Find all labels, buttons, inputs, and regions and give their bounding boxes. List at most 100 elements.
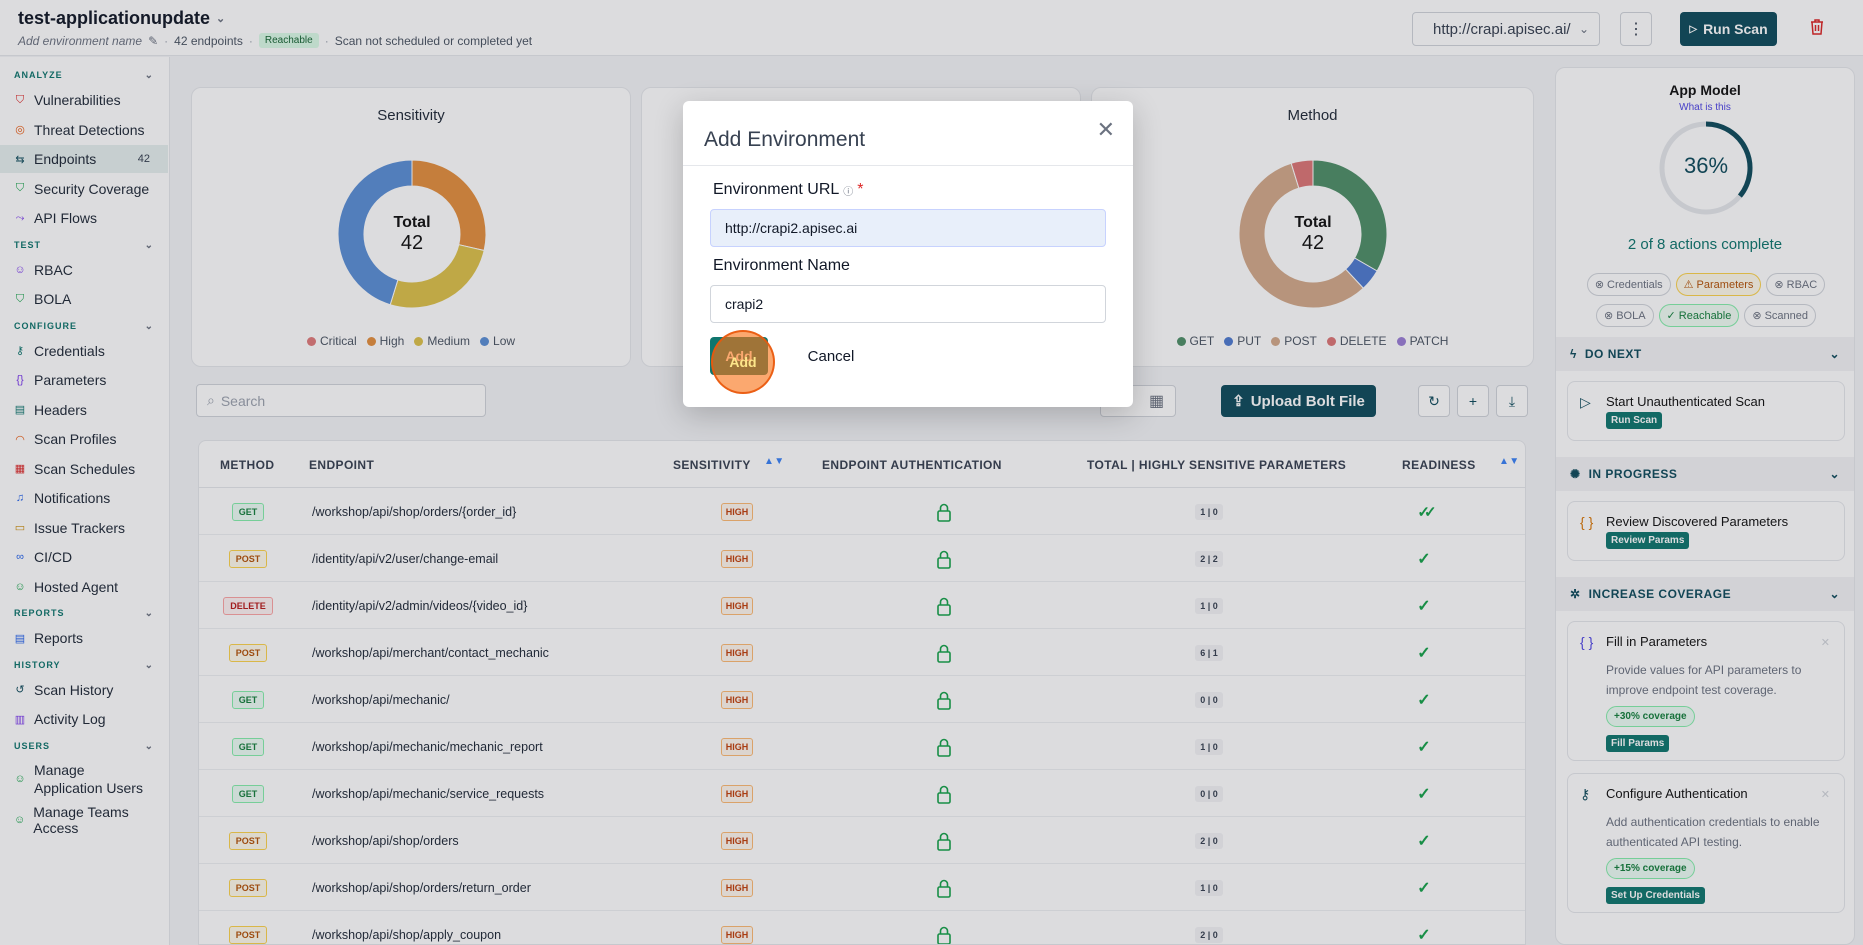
table-row[interactable]: POST/workshop/api/merchant/contact_mecha… — [199, 629, 1525, 676]
legend-item-critical[interactable]: Critical — [306, 334, 357, 348]
chip-credentials[interactable]: ⊗ Credentials — [1586, 273, 1671, 296]
col-readiness[interactable]: READINESS — [1402, 458, 1476, 472]
run-scan-button[interactable]: ▷ Run Scan — [1680, 12, 1777, 46]
legend-item-delete[interactable]: DELETE — [1326, 334, 1387, 348]
endpoint-path[interactable]: /identity/api/v2/user/change-email — [312, 551, 499, 566]
sidebar-item-hosted-agent[interactable]: ☺ Hosted Agent — [0, 573, 168, 601]
endpoint-path[interactable]: /workshop/api/mechanic/mechanic_report — [312, 739, 543, 754]
fill-params-button[interactable]: Fill Params — [1606, 735, 1670, 752]
sidebar-item-ci-cd[interactable]: ∞ CI/CD — [0, 543, 168, 571]
add-button[interactable]: + — [1457, 385, 1489, 417]
section-header-test[interactable]: TEST ⌄ — [14, 240, 154, 251]
upload-bolt-button[interactable]: ⇪ Upload Bolt File — [1221, 385, 1376, 417]
table-row[interactable]: POST/workshop/api/shop/orders HIGH 2 | 0 ✓ — [199, 817, 1525, 864]
endpoint-path[interactable]: /workshop/api/shop/orders/{order_id} — [312, 504, 517, 519]
sidebar-item-notifications[interactable]: ♫ Notifications — [0, 484, 168, 512]
increase-coverage-section[interactable]: ✲ INCREASE COVERAGE ⌄ — [1556, 577, 1854, 611]
chip-rbac[interactable]: ⊗ RBAC — [1766, 273, 1826, 296]
sidebar-item-endpoints[interactable]: ⇆ Endpoints 42 — [0, 145, 168, 173]
sidebar-item-rbac[interactable]: ☺ RBAC — [0, 256, 168, 284]
legend-item-patch[interactable]: PATCH — [1396, 334, 1448, 348]
chip-parameters[interactable]: ⚠ Parameters — [1675, 273, 1762, 296]
section-header-analyze[interactable]: ANALYZE ⌄ — [14, 70, 154, 81]
in-progress-section[interactable]: ✺ IN PROGRESS ⌄ — [1556, 457, 1854, 491]
sidebar-item-security-coverage[interactable]: ⛉ Security Coverage — [0, 175, 168, 203]
cancel-button[interactable]: Cancel — [791, 337, 871, 375]
sidebar-item-credentials[interactable]: ⚷ Credentials — [0, 337, 168, 365]
table-row[interactable]: POST/workshop/api/shop/apply_coupon HIGH 2… — [199, 911, 1525, 944]
pencil-icon[interactable]: ✎ — [148, 33, 159, 48]
table-row[interactable]: POST/identity/api/v2/user/change-email HI… — [199, 535, 1525, 582]
table-row[interactable]: POST/workshop/api/shop/orders/return_ord… — [199, 864, 1525, 911]
slice-low[interactable] — [337, 159, 413, 306]
section-header-users[interactable]: USERS ⌄ — [14, 741, 154, 752]
endpoint-path[interactable]: /workshop/api/mechanic/service_requests — [312, 786, 545, 801]
sidebar-item-headers[interactable]: ▤ Headers — [0, 396, 168, 424]
endpoint-path[interactable]: /workshop/api/shop/orders/return_order — [312, 880, 531, 895]
legend-item-get[interactable]: GET — [1176, 334, 1214, 348]
sort-icon[interactable]: ▲▼ — [1499, 456, 1520, 467]
set-up-credentials-button[interactable]: Set Up Credentials — [1606, 887, 1705, 904]
section-header-reports[interactable]: REPORTS ⌄ — [14, 608, 154, 619]
sort-icon[interactable]: ▲▼ — [764, 456, 785, 467]
chip-reachable[interactable]: ✓ Reachable — [1658, 304, 1740, 327]
sidebar-item-manage-application-users[interactable]: ☺ Manage Application Users — [0, 757, 168, 801]
col-sensitivity[interactable]: SENSITIVITY — [673, 458, 751, 472]
env-name-placeholder[interactable]: Add environment name — [18, 33, 143, 48]
slice-post[interactable] — [1238, 162, 1365, 309]
close-icon[interactable]: ✕ — [1096, 117, 1115, 142]
app-selector[interactable]: test-applicationupdate ⌄ — [18, 8, 225, 29]
sidebar-item-scan-profiles[interactable]: ◠ Scan Profiles — [0, 425, 168, 453]
more-options-button[interactable]: ⋮ — [1620, 12, 1652, 46]
sidebar-item-threat-detections[interactable]: ◎ Threat Detections — [0, 116, 168, 144]
sidebar-item-reports[interactable]: ▤ Reports — [0, 624, 168, 652]
add-button[interactable]: Add — [710, 337, 768, 375]
dismiss-icon[interactable]: ✕ — [1820, 637, 1830, 649]
run-scan-task-button[interactable]: Run Scan — [1606, 412, 1663, 429]
col-params[interactable]: TOTAL | HIGHLY SENSITIVE PARAMETERS — [1087, 458, 1347, 472]
endpoint-path[interactable]: /workshop/api/merchant/contact_mechanic — [312, 645, 549, 660]
section-header-configure[interactable]: CONFIGURE ⌄ — [14, 321, 154, 332]
grid-view-icon[interactable]: ▦ — [1148, 393, 1165, 410]
legend-item-high[interactable]: High — [366, 334, 404, 348]
col-method[interactable]: METHOD — [220, 458, 275, 472]
search-input[interactable]: ⌕ Search — [196, 384, 486, 417]
table-row[interactable]: GET/workshop/api/mechanic/HIGH 0 | 0 ✓ — [199, 676, 1525, 723]
chip-bola[interactable]: ⊗ BOLA — [1595, 304, 1654, 327]
do-next-section[interactable]: ϟ DO NEXT ⌄ — [1556, 337, 1854, 371]
environment-select[interactable]: http://crapi.apisec.ai/ ⌄ — [1412, 12, 1600, 46]
environment-url-input[interactable] — [710, 209, 1106, 247]
section-header-history[interactable]: HISTORY ⌄ — [14, 660, 154, 671]
sidebar-item-issue-trackers[interactable]: ▭ Issue Trackers — [0, 514, 168, 542]
table-row[interactable]: GET/workshop/api/shop/orders/{order_id} H… — [199, 488, 1525, 535]
trash-icon[interactable] — [1806, 18, 1828, 40]
download-button[interactable]: ⤓ — [1496, 385, 1528, 417]
sidebar-item-manage-teams-access[interactable]: ☺ Manage Teams Access — [0, 804, 168, 836]
col-auth[interactable]: ENDPOINT AUTHENTICATION — [822, 458, 1002, 472]
table-row[interactable]: GET/workshop/api/mechanic/mechanic_repor… — [199, 723, 1525, 770]
table-row[interactable]: GET/workshop/api/mechanic/service_reques… — [199, 770, 1525, 817]
legend-item-low[interactable]: Low — [480, 334, 515, 348]
sidebar-item-vulnerabilities[interactable]: ⛉ Vulnerabilities — [0, 86, 168, 114]
sidebar-item-api-flows[interactable]: ⤳ API Flows — [0, 204, 168, 232]
legend-item-put[interactable]: PUT — [1224, 334, 1261, 348]
review-params-button[interactable]: Review Params — [1606, 532, 1690, 549]
what-is-this-link[interactable]: What is this — [1679, 102, 1731, 113]
sidebar-item-bola[interactable]: ⛉ BOLA — [0, 285, 168, 313]
sidebar-item-scan-schedules[interactable]: ▦ Scan Schedules — [0, 455, 168, 483]
chip-scanned[interactable]: ⊗ Scanned — [1744, 304, 1817, 327]
table-row[interactable]: DELETE/identity/api/v2/admin/videos/{vid… — [199, 582, 1525, 629]
endpoint-path[interactable]: /workshop/api/mechanic/ — [312, 692, 450, 707]
info-icon[interactable]: ⓘ — [843, 186, 854, 198]
legend-item-medium[interactable]: Medium — [414, 334, 470, 348]
sidebar-item-parameters[interactable]: {} Parameters — [0, 366, 168, 394]
dismiss-icon[interactable]: ✕ — [1820, 789, 1830, 801]
endpoint-path[interactable]: /workshop/api/shop/apply_coupon — [312, 927, 502, 942]
sidebar-item-scan-history[interactable]: ↺ Scan History — [0, 676, 168, 704]
environment-name-input[interactable] — [710, 285, 1106, 323]
endpoint-path[interactable]: /identity/api/v2/admin/videos/{video_id} — [312, 598, 528, 613]
refresh-button[interactable]: ↻ — [1418, 385, 1450, 417]
endpoint-path[interactable]: /workshop/api/shop/orders — [312, 833, 459, 848]
sidebar-item-activity-log[interactable]: ▥ Activity Log — [0, 705, 168, 733]
slice-delete[interactable] — [1290, 159, 1314, 189]
